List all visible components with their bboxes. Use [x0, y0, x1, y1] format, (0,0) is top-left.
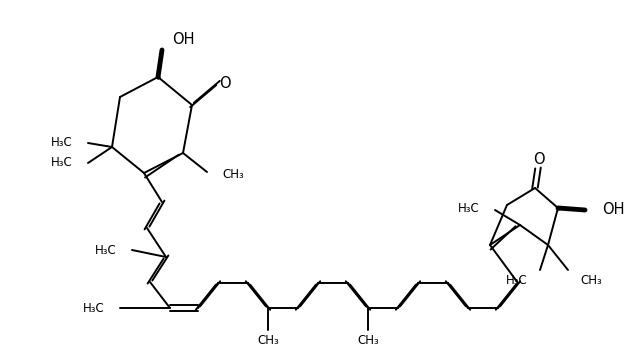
Text: CH₃: CH₃ — [257, 334, 279, 347]
Text: H₃C: H₃C — [51, 136, 73, 150]
Text: O: O — [219, 76, 231, 91]
Text: OH: OH — [172, 33, 195, 48]
Text: CH₃: CH₃ — [357, 334, 379, 347]
Text: H₃C: H₃C — [51, 156, 73, 169]
Text: OH: OH — [602, 203, 625, 218]
Text: H₃C: H₃C — [506, 274, 528, 286]
Text: CH₃: CH₃ — [222, 168, 244, 180]
Text: O: O — [533, 151, 545, 166]
Text: H₃C: H₃C — [83, 301, 105, 314]
Text: H₃C: H₃C — [95, 243, 117, 256]
Text: CH₃: CH₃ — [580, 274, 602, 286]
Text: H₃C: H₃C — [458, 202, 480, 214]
